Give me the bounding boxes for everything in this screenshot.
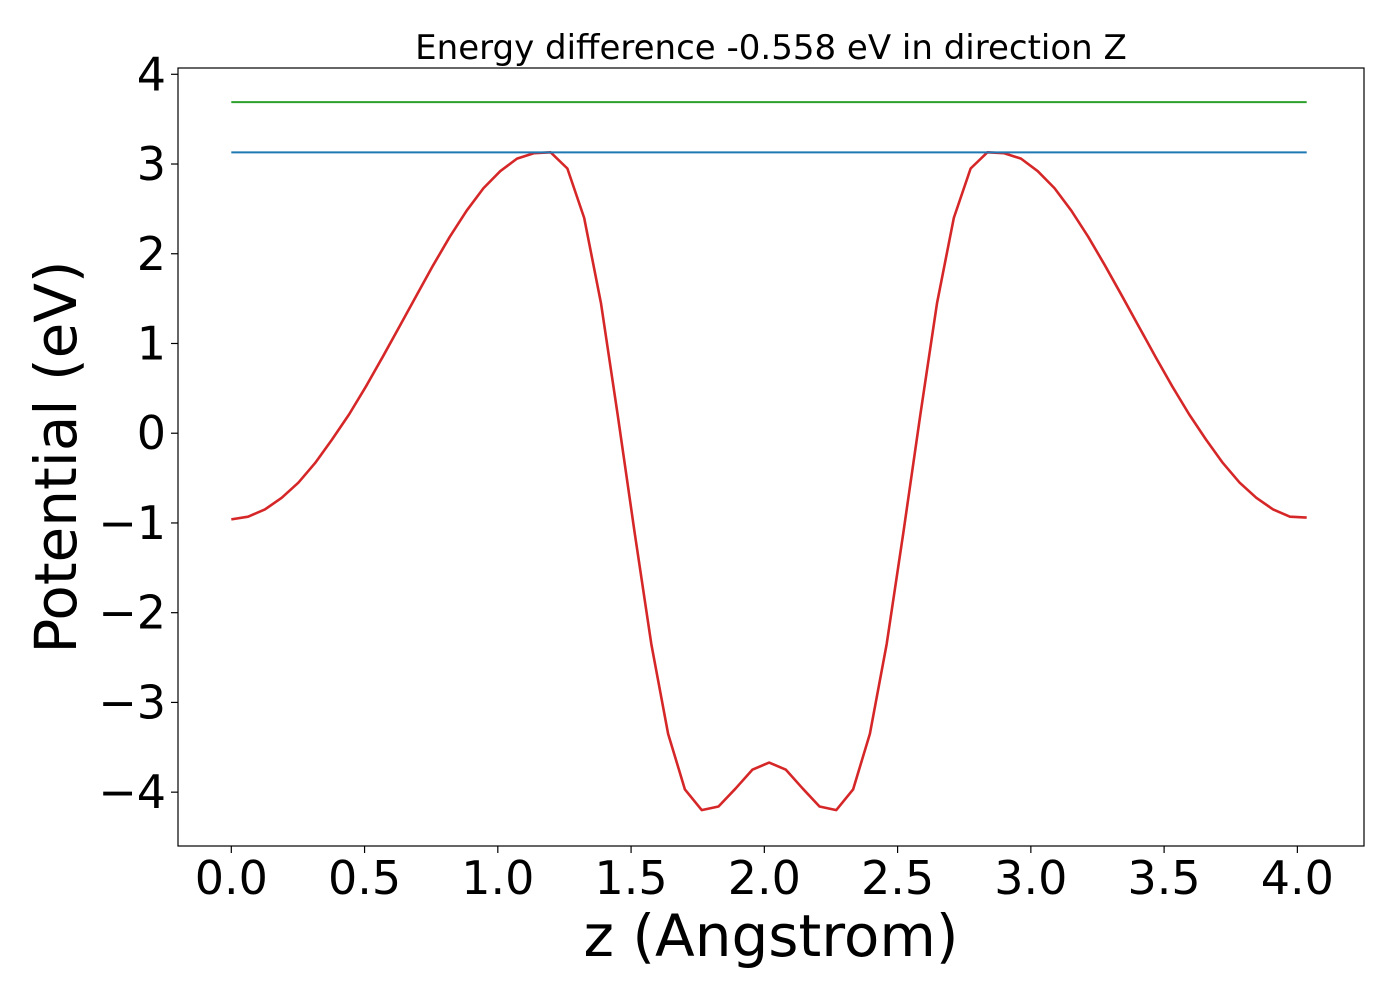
x-tick-label: 2.5: [861, 851, 934, 905]
y-tick-label: 2: [137, 227, 166, 281]
x-tick-label: 0.0: [195, 851, 268, 905]
x-tick-label: 4.0: [1261, 851, 1334, 905]
x-tick-label: 0.5: [328, 851, 401, 905]
x-axis-label: z (Angstrom): [584, 902, 959, 970]
plot-area: [177, 67, 1365, 847]
y-tick-label: 0: [137, 406, 166, 460]
y-tick-label: 4: [137, 47, 166, 101]
y-axis-label: Potential (eV): [22, 260, 90, 653]
y-tick-label: 1: [137, 316, 166, 370]
y-tick-label: −3: [98, 675, 166, 729]
plot-frame: [177, 67, 1365, 847]
y-tick-label: −1: [98, 496, 166, 550]
x-tick-label: 3.5: [1128, 851, 1201, 905]
x-tick-label: 1.5: [595, 851, 668, 905]
x-tick-label: 2.0: [728, 851, 801, 905]
chart-title: Energy difference -0.558 eV in direction…: [415, 28, 1127, 68]
y-tick-label: −4: [98, 765, 166, 819]
x-tick-label: 3.0: [994, 851, 1067, 905]
axis-ticks: 0.0 0.5 1.0 1.5 2.0 2.5 3.0 3.5 4.0 4 3 2 1 0 −1 −2 −3 −4: [98, 47, 1334, 905]
y-tick-label: −2: [98, 586, 166, 640]
y-tick-label: 3: [137, 137, 166, 191]
series-line-1: [231, 151, 1307, 812]
x-tick-label: 1.0: [461, 851, 534, 905]
